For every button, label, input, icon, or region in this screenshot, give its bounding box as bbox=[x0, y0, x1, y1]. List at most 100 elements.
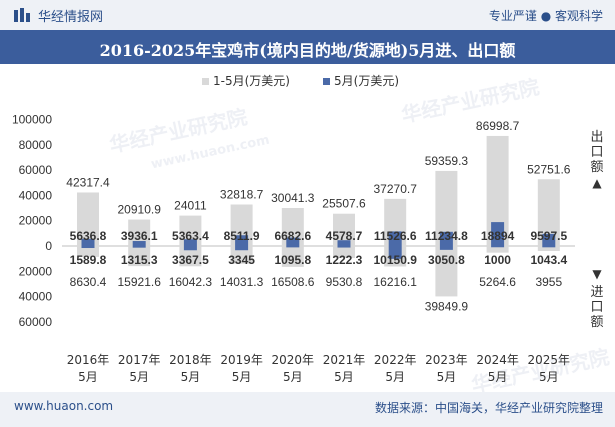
data-label-cumulative-import: 14031.3 bbox=[220, 275, 264, 289]
bar-month-export bbox=[286, 237, 300, 246]
legend-label-cumulative: 1-5月(万美元) bbox=[213, 74, 290, 88]
y-tick-label: 40000 bbox=[19, 188, 53, 202]
top-banner bbox=[0, 0, 615, 30]
data-label-month-import: 1000 bbox=[484, 253, 511, 267]
side-label-import-char: 额 bbox=[590, 315, 603, 330]
data-label-cumulative-export: 37270.7 bbox=[374, 182, 418, 196]
data-label-cumulative-import: 16042.3 bbox=[169, 275, 213, 289]
data-label-month-export: 6682.6 bbox=[274, 229, 311, 243]
bar-month-export bbox=[388, 231, 402, 246]
data-label-month-import: 3367.5 bbox=[172, 253, 209, 267]
x-tick-label-month: 5月 bbox=[488, 370, 508, 384]
bar-cumulative-export bbox=[281, 207, 304, 246]
slogan: 专业严谨 ● 客观科学 bbox=[488, 9, 603, 23]
data-label-cumulative-import: 16508.6 bbox=[271, 275, 315, 289]
bar-cumulative-import bbox=[281, 246, 304, 267]
footer-website[interactable]: www.huaon.com bbox=[14, 399, 114, 413]
bar-month-import bbox=[286, 246, 300, 248]
bar-month-import bbox=[542, 246, 556, 248]
footer-source: 数据来源：中国海关，华经产业研究院整理 bbox=[374, 401, 603, 415]
bar-cumulative-import bbox=[77, 246, 99, 257]
bar-cumulative-export bbox=[128, 219, 151, 246]
data-label-month-export: 11234.8 bbox=[425, 229, 468, 243]
data-label-cumulative-export: 20910.9 bbox=[118, 203, 162, 217]
data-label-month-import: 1315.3 bbox=[121, 253, 158, 267]
data-label-cumulative-export: 86998.7 bbox=[476, 119, 520, 133]
logo-icon bbox=[14, 8, 30, 22]
bar-month-export bbox=[235, 235, 249, 246]
x-tick-label-year: 2017年 bbox=[118, 353, 161, 367]
bar-month-import bbox=[81, 246, 95, 249]
data-label-month-export: 4578.7 bbox=[326, 229, 363, 243]
data-label-cumulative-import: 16216.1 bbox=[374, 275, 418, 289]
x-tick-label-year: 2019年 bbox=[220, 353, 263, 367]
x-tick-label-year: 2024年 bbox=[476, 353, 519, 367]
data-label-cumulative-export: 59359.3 bbox=[425, 154, 469, 168]
data-label-month-import: 10150.9 bbox=[374, 253, 418, 267]
bar-cumulative-export bbox=[486, 135, 509, 246]
x-tick-label-month: 5月 bbox=[539, 370, 559, 384]
data-label-cumulative-import: 9530.8 bbox=[326, 275, 363, 289]
data-label-cumulative-import: 8630.4 bbox=[70, 275, 107, 289]
data-label-month-export: 5636.8 bbox=[70, 229, 107, 243]
bar-month-import bbox=[388, 246, 402, 259]
bar-month-export bbox=[542, 233, 556, 246]
data-label-cumulative-export: 24011 bbox=[174, 199, 207, 213]
bar-cumulative-import bbox=[333, 246, 355, 259]
y-tick-label: 100000 bbox=[12, 113, 52, 127]
bar-month-export bbox=[81, 238, 95, 246]
y-tick-label: 60000 bbox=[19, 315, 53, 329]
bar-month-export bbox=[132, 241, 146, 246]
data-label-month-import: 1095.8 bbox=[274, 253, 311, 267]
bar-cumulative-export bbox=[537, 179, 560, 246]
side-label-export-char: 额 bbox=[590, 160, 603, 175]
x-tick-label-month: 5月 bbox=[385, 370, 405, 384]
x-tick-label-month: 5月 bbox=[78, 370, 98, 384]
x-tick-label-year: 2016年 bbox=[67, 353, 110, 367]
side-label-export-char: 口 bbox=[590, 145, 603, 160]
legend-swatch-cumulative bbox=[202, 78, 209, 85]
y-tick-label: 60000 bbox=[19, 163, 53, 177]
data-label-cumulative-export: 52751.6 bbox=[527, 162, 571, 176]
data-label-month-export: 11526.6 bbox=[374, 229, 417, 243]
side-label-import-char: 进 bbox=[590, 285, 603, 300]
data-label-month-export: 18894 bbox=[481, 229, 515, 243]
footer-band bbox=[0, 392, 615, 427]
data-label-month-import: 1222.3 bbox=[326, 253, 363, 267]
side-arrow-up: ▲ bbox=[592, 176, 602, 190]
x-tick-label-month: 5月 bbox=[181, 370, 201, 384]
bar-month-import bbox=[183, 246, 197, 251]
bar-cumulative-export bbox=[179, 215, 202, 246]
y-tick-label: 40000 bbox=[19, 290, 53, 304]
bar-cumulative-import bbox=[179, 246, 202, 267]
bar-cumulative-import bbox=[230, 246, 253, 264]
data-label-cumulative-import: 15921.6 bbox=[118, 275, 162, 289]
x-tick-label-month: 5月 bbox=[437, 370, 457, 384]
bar-month-import bbox=[439, 246, 453, 250]
data-label-month-export: 3936.1 bbox=[121, 229, 158, 243]
bar-month-export bbox=[183, 239, 197, 246]
bar-cumulative-import bbox=[435, 246, 458, 297]
x-tick-label-year: 2025年 bbox=[528, 353, 571, 367]
bar-month-import bbox=[235, 246, 249, 251]
bar-cumulative-export bbox=[435, 170, 458, 246]
bar-month-export bbox=[439, 231, 453, 246]
side-label-export-char: 出 bbox=[590, 130, 603, 145]
data-label-cumulative-export: 30041.3 bbox=[271, 191, 315, 205]
data-label-cumulative-export: 32818.7 bbox=[220, 187, 264, 201]
bar-cumulative-export bbox=[333, 213, 355, 246]
data-label-cumulative-import: 39849.9 bbox=[425, 299, 469, 313]
bar-month-import bbox=[337, 246, 351, 248]
bar-cumulative-import bbox=[128, 246, 151, 267]
data-label-month-import: 1589.8 bbox=[70, 253, 107, 267]
x-tick-label-year: 2018年 bbox=[169, 353, 212, 367]
bar-month-export bbox=[337, 240, 351, 246]
x-tick-label-month: 5月 bbox=[283, 370, 303, 384]
bar-cumulative-export bbox=[77, 192, 99, 246]
data-label-cumulative-import: 3955 bbox=[535, 275, 562, 289]
chart-title: 2016-2025年宝鸡市(境内目的地/货源地)5月进、出口额 bbox=[99, 41, 516, 60]
bar-month-export bbox=[491, 222, 505, 246]
data-label-month-import: 1043.4 bbox=[530, 253, 567, 267]
data-label-cumulative-export: 42317.4 bbox=[66, 175, 110, 189]
y-tick-label: 20000 bbox=[19, 264, 53, 278]
